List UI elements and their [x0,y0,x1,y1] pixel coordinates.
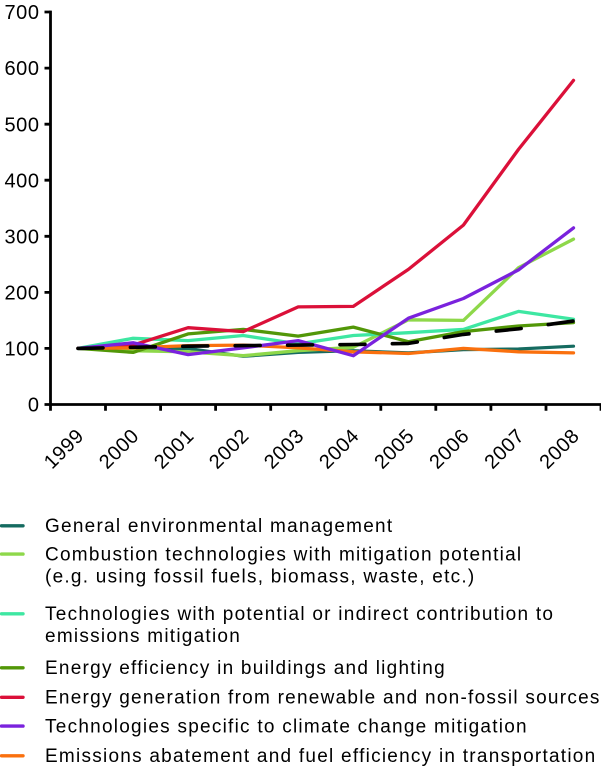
svg-text:600: 600 [4,58,39,80]
svg-text:Energy efficiency in buildings: Energy efficiency in buildings and light… [45,658,446,679]
svg-text:General environmental manageme: General environmental management [45,516,393,537]
svg-text:500: 500 [4,114,39,136]
svg-text:0: 0 [28,395,40,417]
svg-text:emissions mitigation: emissions mitigation [45,626,241,647]
svg-text:Technologies with potential or: Technologies with potential or indirect … [45,604,554,625]
svg-text:Technologies specific to clima: Technologies specific to climate change … [45,716,528,737]
svg-text:300: 300 [4,226,39,248]
svg-text:Combustion technologies with m: Combustion technologies with mitigation … [45,544,522,565]
svg-text:200: 200 [4,283,39,305]
svg-text:400: 400 [4,170,39,192]
svg-text:100: 100 [4,339,39,361]
svg-text:(e.g. using fossil fuels, biom: (e.g. using fossil fuels, biomass, waste… [45,566,475,587]
svg-text:700: 700 [4,2,39,24]
svg-text:Energy generation from renewab: Energy generation from renewable and non… [45,688,601,709]
svg-text:Emissions abatement and fuel e: Emissions abatement and fuel efficiency … [45,746,596,767]
